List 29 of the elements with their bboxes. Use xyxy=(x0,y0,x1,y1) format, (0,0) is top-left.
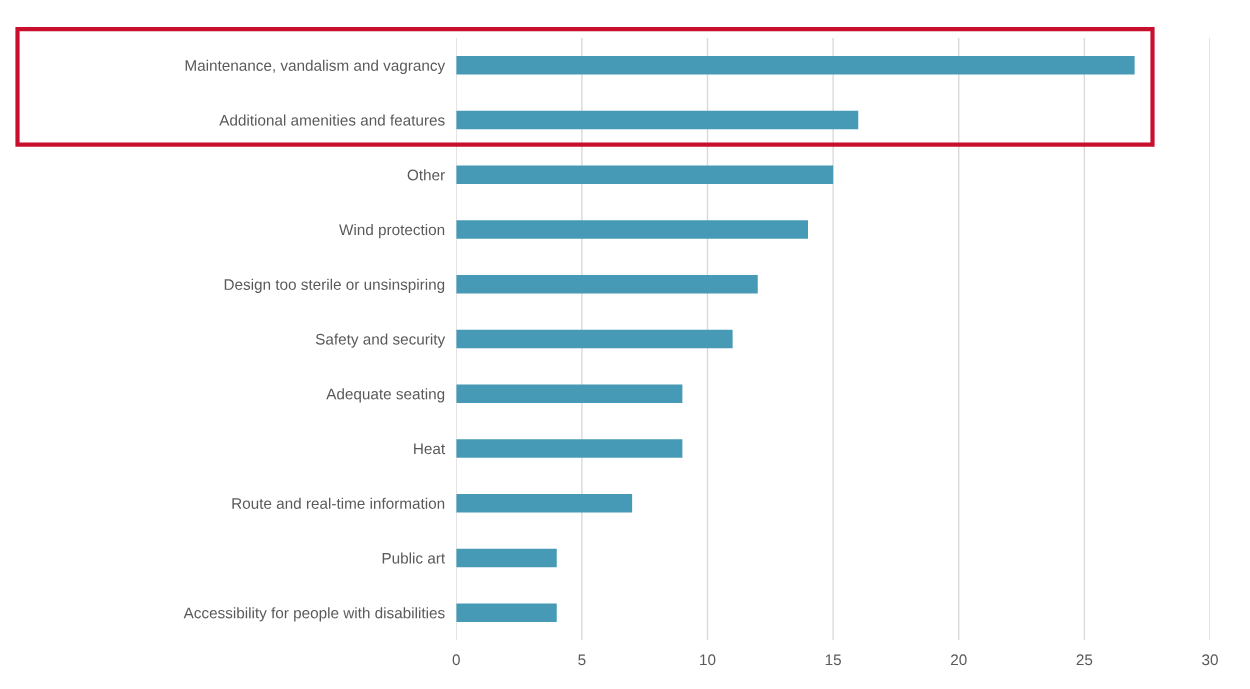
bar xyxy=(456,439,683,458)
y-tick-label: Safety and security xyxy=(315,333,446,348)
bar xyxy=(456,548,557,568)
y-tick-label: Public art xyxy=(382,552,446,564)
y-tick-label: Adequate seating xyxy=(326,388,445,403)
x-tick-label: 30 xyxy=(1202,654,1218,666)
y-tick-label: Wind protection xyxy=(339,223,445,239)
x-tick-label: 25 xyxy=(1076,654,1093,666)
bar xyxy=(456,493,633,513)
y-tick-label: Accessibility for people with disabilities xyxy=(183,607,445,622)
x-tick-label: 5 xyxy=(578,654,586,666)
bar xyxy=(456,603,557,623)
bar xyxy=(456,384,683,404)
x-tick-label: 10 xyxy=(700,654,716,666)
bar xyxy=(456,55,1135,75)
bar xyxy=(456,274,758,294)
y-tick-label: Maintenance, vandalism and vagrancy xyxy=(185,59,446,74)
y-tick-label: Other xyxy=(407,169,445,181)
y-tick-label: Additional amenities and features xyxy=(219,114,445,126)
y-tick-label: Heat xyxy=(414,443,446,455)
bar xyxy=(456,165,834,185)
bar xyxy=(456,220,808,239)
y-tick-label: Design too sterile or unsinspiring xyxy=(224,278,445,293)
x-tick-label: 20 xyxy=(951,654,967,666)
bar xyxy=(456,110,859,130)
bar xyxy=(456,329,733,349)
y-tick-label: Route and real-time information xyxy=(232,497,445,509)
x-tick-label: 15 xyxy=(825,654,841,666)
x-tick-label: 0 xyxy=(452,654,460,666)
